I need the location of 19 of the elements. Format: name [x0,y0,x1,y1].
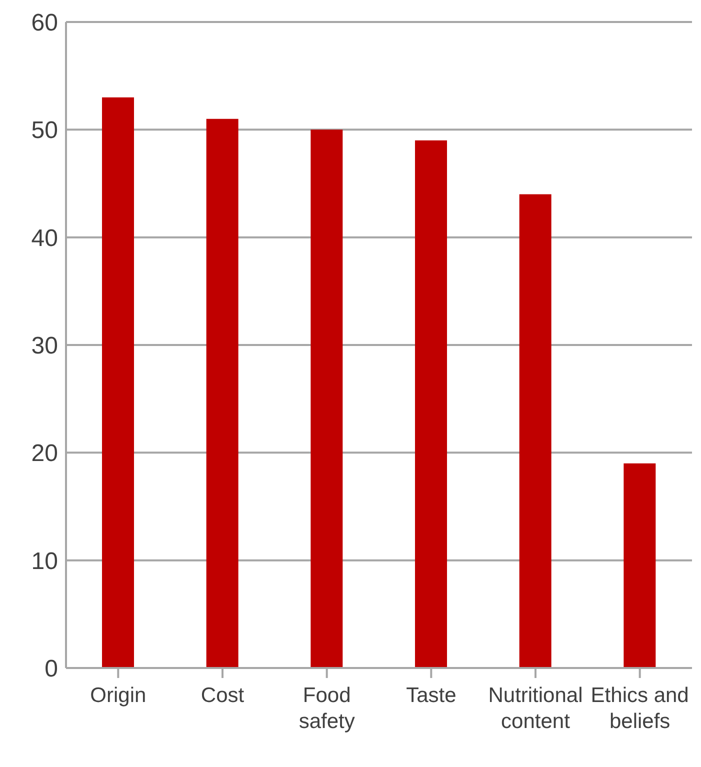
bar [415,140,447,668]
x-tick-label: Origin [90,684,146,707]
x-tick-label: Nutritional content [488,684,583,733]
y-tick-label: 30 [31,332,58,360]
x-tick-label: Food safety [298,684,356,733]
bar [624,463,656,668]
x-tick-label: Ethics and beliefs [590,684,689,733]
bar [102,97,134,668]
x-tick-label: Cost [200,684,244,707]
bar [206,118,238,668]
y-tick-label: 10 [31,548,58,575]
bar [310,130,343,668]
x-tick-label: Taste [406,684,456,707]
bar [519,194,552,668]
y-tick-label: 0 [44,656,58,683]
y-tick-label: 20 [31,440,58,468]
y-tick-label: 50 [31,117,58,144]
y-tick-label: 60 [31,10,58,37]
y-tick-label: 40 [31,224,58,252]
